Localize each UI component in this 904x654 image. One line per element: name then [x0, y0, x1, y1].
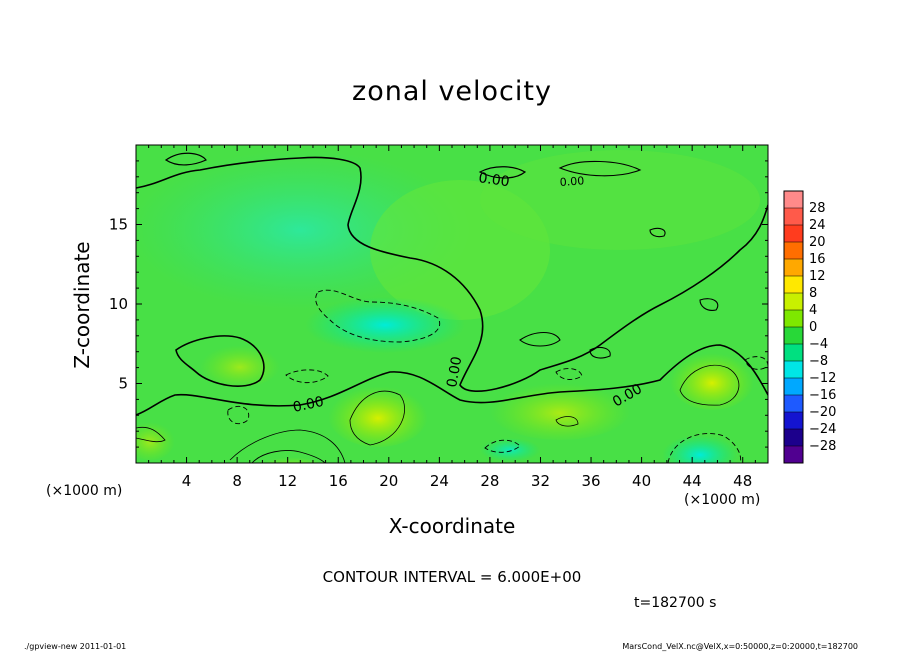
x-tick-label: 20: [379, 472, 398, 490]
colorbar-swatch: [784, 429, 803, 447]
y-tick-label: 5: [118, 375, 128, 393]
x-tick-label: 24: [430, 472, 449, 490]
colorbar-swatch: [784, 327, 803, 345]
time-note: t=182700 s: [634, 595, 717, 611]
colorbar: 28 24 20 16 12 8 4 0 −4 −8 −12 −16 −20 −24 −28: [783, 190, 836, 464]
contour-zero-small-c: [649, 227, 666, 238]
contour-zero-top-right: [558, 160, 642, 177]
colorbar-label: −8: [809, 354, 828, 369]
contour-zero-small-a: [519, 331, 561, 347]
contour-positive-small: [555, 416, 579, 427]
contour-positive-yellow: [349, 390, 405, 446]
field-yellow-core-c: [670, 350, 754, 410]
colorbar-swatch: [784, 242, 803, 260]
y-unit-label: (×1000 m): [46, 483, 123, 499]
x-tick-label: 28: [480, 472, 499, 490]
contour-zero-small-d: [699, 298, 719, 311]
contour-zero-top-left: [164, 152, 207, 166]
colorbar-label: −24: [809, 422, 836, 437]
x-tick-label: 44: [683, 472, 702, 490]
colorbar-label: 20: [809, 235, 826, 250]
x-axis-title: X-coordinate: [388, 514, 516, 538]
colorbar-label: 0: [809, 320, 817, 335]
colorbar-label: 8: [809, 286, 817, 301]
field-upper-right-region: [480, 150, 760, 250]
x-unit-label: (×1000 m): [684, 492, 761, 508]
colorbar-swatch: [784, 191, 803, 209]
colorbar-label: 16: [809, 252, 826, 267]
contour-negative-e: [744, 356, 768, 370]
colorbar-swatch: [784, 344, 803, 362]
contour-zero-lower: [136, 344, 768, 416]
colorbar-label: −12: [809, 371, 836, 386]
colorbar-label: −20: [809, 405, 836, 420]
x-tick-label: 12: [278, 472, 297, 490]
colorbar-label: 24: [809, 218, 826, 233]
x-tick-label: 36: [581, 472, 600, 490]
colorbar-swatch: [784, 378, 803, 396]
field-cyan-bottom: [662, 435, 738, 463]
field-yellow-core-b: [490, 380, 630, 440]
field-yellow-core-d: [200, 343, 280, 387]
field-cyan-core: [305, 297, 465, 353]
field-shading: [136, 145, 768, 463]
field-red-core: [245, 438, 339, 463]
colorbar-label: −4: [809, 337, 828, 352]
contour-label: 0.00: [444, 355, 465, 388]
contour-positive-left: [136, 426, 166, 443]
footer-left: ./gpview-new 2011-01-01: [24, 642, 127, 651]
contour-negative-d: [667, 433, 742, 463]
contour-negative-c: [484, 439, 521, 453]
chart-title: zonal velocity: [352, 76, 552, 107]
colorbar-swatch: [784, 361, 803, 379]
colorbar-label: 12: [809, 269, 826, 284]
contour-interval-note: CONTOUR INTERVAL = 6.000E+00: [322, 568, 582, 586]
contour-label: 0.00: [559, 174, 584, 189]
contour-label: 0.00: [292, 394, 326, 416]
contour-negative-cyan: [315, 289, 441, 343]
colorbar-swatch: [784, 208, 803, 226]
colorbar-swatch: [784, 446, 803, 464]
x-tick-label: 16: [329, 472, 348, 490]
colorbar-swatch: [784, 259, 803, 277]
colorbar-label: −28: [809, 439, 836, 454]
colorbar-label: −16: [809, 388, 836, 403]
y-axis: 5 10 15: [109, 144, 768, 464]
colorbar-swatch: [784, 412, 803, 430]
contour-negative-b: [227, 406, 250, 424]
colorbar-label: 28: [809, 201, 826, 216]
y-tick-label: 10: [109, 295, 128, 313]
contour-zero-main: [136, 156, 768, 393]
x-tick-label: 48: [733, 472, 752, 490]
field-left-yellow: [136, 420, 175, 460]
field-yellow-core-a: [328, 383, 428, 447]
contour-negative-f: [555, 368, 583, 380]
colorbar-swatch: [784, 293, 803, 311]
x-axis: 4 8 12 16 20 24 28 32 36 40 44 48: [135, 145, 769, 490]
x-tick-label: 4: [182, 472, 192, 490]
contour-zero-island: [175, 335, 265, 387]
contour-zero-small-b: [589, 347, 611, 359]
contour-label: 0.00: [477, 170, 510, 190]
colorbar-swatch: [784, 310, 803, 328]
colorbar-swatch: [784, 395, 803, 413]
contour-zero-top-mid: [478, 166, 527, 179]
footer-right: MarsCond_VelX.nc@VelX,x=0:50000,z=0:2000…: [622, 642, 858, 651]
x-tick-label: 32: [531, 472, 550, 490]
contour-positive-right: [679, 364, 740, 406]
y-tick-label: 15: [109, 216, 128, 234]
colorbar-label: 4: [809, 303, 817, 318]
contour-positive-red: [229, 429, 346, 463]
colorbar-swatch: [784, 276, 803, 294]
field-cyan-small: [480, 438, 540, 462]
contour-positive-red-inner: [251, 450, 326, 463]
x-tick-label: 40: [632, 472, 651, 490]
x-tick-label: 8: [232, 472, 242, 490]
colorbar-swatch: [784, 225, 803, 243]
contour-negative-a: [285, 369, 329, 384]
contour-lines: [136, 152, 768, 463]
